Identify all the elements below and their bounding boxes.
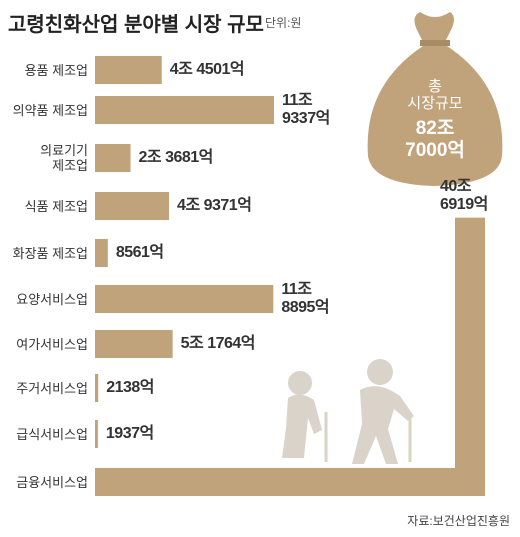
total-label: 총 시장규모 [407,78,463,112]
value-label: 2138억 [106,379,155,396]
elderly-figures [282,359,414,464]
total-value: 82조 7000억 [405,118,465,161]
bar [95,56,162,84]
value-label: 4조 4501억 [169,61,245,78]
value-label: 1937억 [105,425,154,442]
value-label: 5조 1764억 [180,335,256,352]
category-label: 주거서비스업 [16,380,88,396]
bar [95,96,275,124]
bar [95,374,99,402]
bar [95,330,173,358]
bar [95,285,274,313]
category-label: 의약품 제조업 [12,102,88,118]
source: 자료:보건산업진흥원 [407,514,510,528]
category-label: 급식서비스업 [16,426,88,442]
money-bag [367,12,503,186]
value-label: 11조 8895억 [281,281,330,316]
value-label: 2조 3681억 [138,149,214,166]
bar [95,217,485,496]
bar [95,420,98,448]
value-label: 11조 9337억 [282,92,330,127]
category-label: 식품 제조업 [24,198,88,214]
chart-title: 고령친화산업 분야별 시장 규모 [8,14,264,36]
bar [95,144,131,172]
category-label: 용품 제조업 [24,62,88,78]
category-label: 금융서비스업 [16,474,88,490]
category-label: 여가서비스업 [16,336,88,352]
category-label: 요양서비스업 [16,291,88,307]
value-label: 40조 6919억 [440,177,488,213]
category-label: 의료기기 제조업 [40,143,88,173]
value-label: 8561억 [115,244,164,261]
unit-note: 단위:원 [265,16,302,30]
category-label: 화장품 제조업 [12,245,88,261]
bar [95,192,170,220]
value-label: 4조 9371억 [177,197,252,214]
bar [95,239,108,267]
